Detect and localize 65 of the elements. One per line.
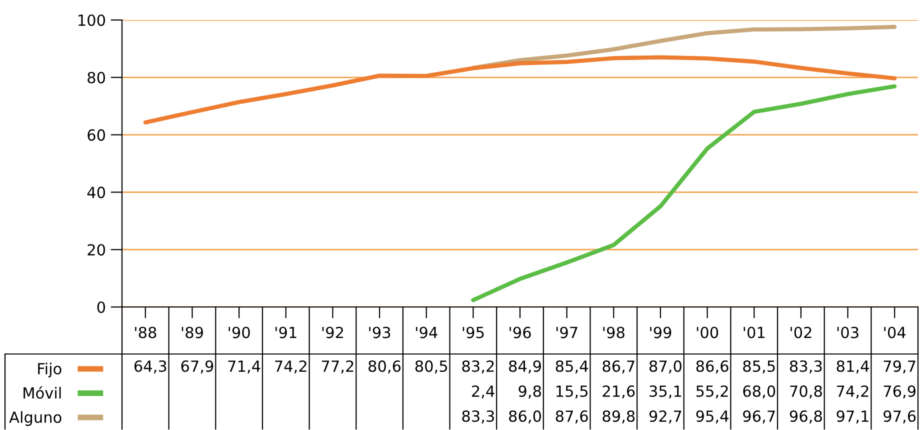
x-tick-label: '92 [322, 326, 343, 338]
legend-label: Fijo [38, 362, 62, 378]
data-label: 67,9 [181, 360, 214, 374]
data-label: 97,1 [836, 410, 868, 424]
y-tick-label: 40 [87, 186, 106, 198]
y-tick-label: 80 [88, 72, 106, 84]
data-label: 87,6 [556, 410, 588, 424]
data-label: 21,6 [602, 385, 635, 398]
data-label: 83,3 [462, 410, 494, 424]
data-label: 85,4 [556, 360, 588, 374]
data-label: 96,7 [743, 410, 775, 424]
line-series [143, 55, 897, 125]
data-label: 92,7 [649, 410, 682, 424]
data-label: 83,2 [462, 360, 494, 374]
data-label: 86,7 [602, 360, 634, 374]
data-label: 96,8 [790, 410, 822, 424]
x-tick-label: '89 [182, 326, 203, 338]
y-tick-label: 0 [97, 301, 106, 314]
x-tick-label: '00 [696, 326, 718, 338]
legend-label: Alguno [9, 411, 62, 426]
y-tick-label: 60 [88, 129, 106, 141]
data-label: 55,2 [696, 385, 728, 398]
data-label: 35,1 [650, 385, 682, 398]
x-tick-label: '99 [650, 326, 672, 338]
x-tick-label: '91 [276, 326, 296, 338]
x-tick-label: '94 [416, 326, 438, 338]
data-label: 97,6 [884, 410, 916, 424]
data-label: 76,9 [884, 385, 916, 398]
data-label: 86,0 [509, 410, 541, 424]
x-tick-label: '01 [744, 326, 765, 338]
data-label: 84,9 [509, 360, 541, 374]
legend-label: Móvil [24, 386, 61, 399]
data-label: 71,4 [228, 360, 260, 374]
data-label: 85,5 [743, 360, 775, 374]
x-tick-label: '02 [790, 326, 812, 338]
x-tick-label: '90 [228, 326, 250, 338]
x-tick-label: '95 [462, 326, 484, 338]
data-label: 81,4 [836, 360, 869, 374]
data-label: 89,8 [602, 410, 635, 424]
data-label: 9,8 [518, 385, 541, 398]
x-tick-label: '98 [603, 326, 624, 338]
data-label: 68,0 [743, 385, 776, 398]
data-label: 74,2 [275, 360, 306, 374]
data-label: 95,4 [696, 410, 728, 424]
data-label: 87,0 [649, 360, 682, 374]
data-label: 79,7 [884, 360, 916, 374]
data-label: 2,4 [472, 385, 494, 398]
data-label: 70,8 [790, 385, 822, 398]
y-tick-label: 20 [88, 244, 106, 256]
data-label: 74,2 [837, 385, 868, 398]
x-tick-label: '88 [135, 326, 156, 338]
data-label: 64,3 [134, 360, 166, 374]
data-label: 86,6 [696, 360, 728, 374]
x-tick-label: '04 [884, 326, 906, 338]
data-label: 83,3 [790, 360, 822, 374]
data-label: 80,6 [368, 360, 401, 374]
x-tick-label: '97 [556, 326, 578, 338]
data-label: 77,2 [322, 360, 354, 374]
data-label: 15,5 [556, 386, 588, 398]
x-tick-label: '96 [510, 326, 531, 338]
x-tick-label: '93 [369, 326, 390, 338]
x-tick-label: '03 [837, 326, 858, 338]
y-tick-label: 100 [78, 14, 106, 26]
line-series [471, 84, 897, 302]
data-label: 80,5 [415, 360, 448, 374]
